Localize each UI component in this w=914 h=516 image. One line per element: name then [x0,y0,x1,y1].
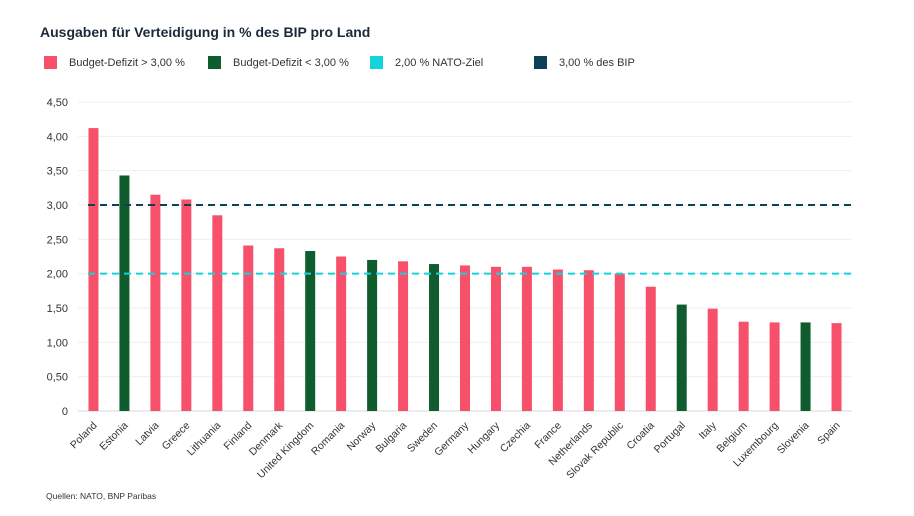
bar [429,264,440,411]
bar [181,199,192,411]
bar [614,273,625,411]
x-tick-label: Spain [815,420,843,448]
legend-label-deficit-below: Budget-Defizit < 3,00 % [233,56,349,69]
x-tick-label: Lithuania [185,420,224,459]
bar [88,128,99,412]
x-tick-label: Estonia [97,420,130,453]
legend-swatch-three-percent [534,56,547,69]
bar [367,259,378,411]
y-tick-label: 2,00 [47,269,68,281]
bar [398,261,409,411]
bar [831,323,842,411]
bar [552,269,563,411]
x-tick-label: Germany [432,419,472,459]
bar [707,308,718,411]
legend-item-deficit-below: Budget-Defizit < 3,00 % [208,56,349,69]
x-tick-label: Italy [697,419,720,442]
x-tick-label: Hungary [466,419,503,456]
legend-label-deficit-above: Budget-Defizit > 3,00 % [69,56,185,69]
bar [305,251,316,411]
x-tick-label: Romania [309,420,347,458]
legend-label-three-percent: 3,00 % des BIP [559,56,635,69]
source-note: Quellen: NATO, BNP Paribas [46,491,157,501]
y-tick-label: 1,00 [47,337,68,349]
x-tick-label: Portugal [652,420,688,456]
legend-item-three-percent: 3,00 % des BIP [534,56,635,69]
bar-chart: 0 0,50 1,00 1,50 2,00 2,50 3,00 3,50 4,00 4,50 Pol… [47,97,852,482]
bar [274,248,285,411]
bar [150,194,161,411]
bar [119,175,130,411]
bar [460,265,470,411]
x-tick-label: Czechia [498,420,533,455]
bar [336,256,347,411]
y-tick-label: 4,50 [47,97,68,109]
x-tick-label: Bulgaria [373,420,409,456]
legend-label-nato-target: 2,00 % NATO-Ziel [395,56,484,69]
bar [212,215,223,411]
bar [738,321,749,411]
legend-item-deficit-above: Budget-Defizit > 3,00 % [44,56,185,69]
y-tick-label: 2,50 [47,234,68,246]
legend-swatch-deficit-below [208,56,221,69]
legend-swatch-deficit-above [44,56,57,69]
y-tick-label: 4,00 [47,131,68,143]
bar [769,322,780,411]
bar [243,245,254,411]
bar [490,266,501,411]
y-tick-label: 0 [62,406,68,418]
y-tick-label: 1,50 [47,303,68,315]
bar [521,266,532,411]
bar [676,304,687,411]
legend-item-nato-target: 2,00 % NATO-Ziel [370,56,483,69]
chart-title: Ausgaben für Verteidigung in % des BIP p… [40,24,371,40]
bar [645,286,656,411]
x-tick-label: Poland [68,420,100,452]
bar [583,270,594,411]
x-tick-label: Slovak Republic [564,420,626,482]
legend-swatch-nato-target [370,56,383,69]
y-tick-label: 3,00 [47,200,68,212]
x-tick-label: United Kingdom [255,419,316,480]
bar [800,322,811,411]
x-tick-label: Slovenia [775,420,812,457]
y-tick-label: 3,50 [47,166,68,178]
y-tick-label: 0,50 [47,372,68,384]
x-tick-label: Latvia [133,420,161,448]
